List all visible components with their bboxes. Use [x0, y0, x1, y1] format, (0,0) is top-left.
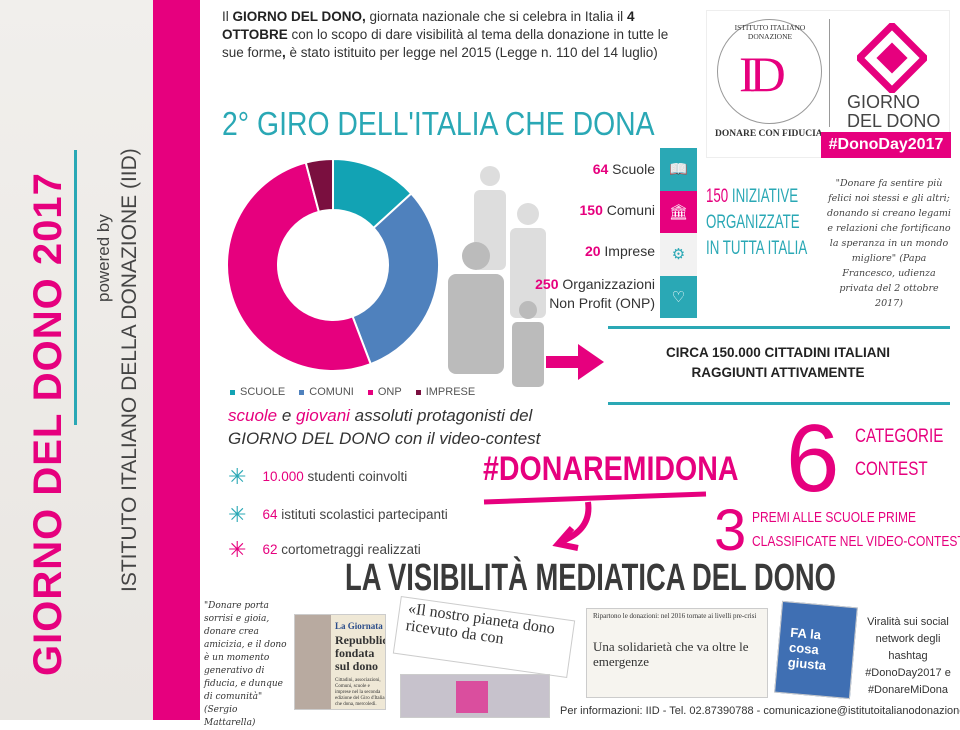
divider [608, 326, 950, 329]
quote-papa-francesco: "Donare fa sentire più felici noi stessi… [827, 178, 951, 309]
intro-text: Il GIORNO DEL DONO, giornata nazionale c… [222, 9, 669, 60]
stat-imprese: 20 Imprese [584, 243, 655, 259]
bullet-item: ✳ 64 istituti scolastici partecipanti [228, 502, 448, 527]
people-icon [448, 166, 546, 387]
footer-contact: Per informazioni: IID - Tel. 02.87390788… [560, 705, 960, 717]
chart-legend: SCUOLE COMUNI ONP IMPRESE [230, 386, 475, 399]
sidebar-title: GIORNO DEL DONO 2017 [26, 172, 70, 676]
giorno-del-dono-logo-icon [857, 23, 927, 93]
pink-band [153, 0, 200, 720]
divider [608, 402, 950, 405]
logo-ring-text: ISTITUTO ITALIANO DONAZIONE [734, 23, 806, 41]
logo-del-dono: DEL DONO [847, 111, 941, 131]
section-heading: 2° GIRO DELL'ITALIA CHE DONA [222, 105, 655, 142]
prizes-label: PREMI ALLE SCUOLE PRIME CLASSIFICATE NEL … [752, 509, 960, 550]
curved-arrow-icon [483, 491, 707, 551]
powered-by: powered by [94, 214, 113, 302]
tv-screenshot [400, 674, 550, 718]
iniziative-text: 150 INIZIATIVE ORGANIZZATE IN TUTTA ITALIA [706, 186, 808, 259]
divider [74, 150, 77, 425]
heart-icon: ♡ [660, 275, 697, 318]
legend-item: IMPRESE [415, 386, 475, 399]
donut-slice-imprese [304, 157, 334, 214]
stat-scuole: 64 Scuole [592, 161, 655, 177]
categories-label: CATEGORIE CONTEST [855, 426, 944, 480]
tv-screenshot: FA la cosa giusta [774, 600, 858, 700]
donut-slice-onp [226, 161, 372, 372]
asterisk-icon: ✳ [228, 537, 247, 562]
logo-giorno: GIORNO [847, 92, 921, 112]
town-hall-icon: 🏛 [660, 190, 697, 233]
legend-item: COMUNI [299, 386, 354, 399]
organization-name: ISTITUTO ITALIANO DELLA DONAZIONE (IID) [118, 148, 141, 592]
press-clipping: «Il nostro pianeta dono ricevuto da con [392, 596, 576, 678]
asterisk-icon: ✳ [228, 464, 247, 489]
bullet-item: ✳ 62 cortometraggi realizzati [228, 537, 421, 562]
donut-slice-comuni [351, 192, 440, 366]
book-icon: 📖 [660, 148, 697, 191]
contest-hashtag: #DONAREMIDONA [483, 450, 739, 488]
hashtag-banner: #DonoDay2017 [821, 132, 951, 158]
legend-item: ONP [367, 386, 402, 399]
logo-block: ISTITUTO ITALIANO DONAZIONE ID DONARE CO… [706, 10, 951, 158]
stat-comuni: 150 Comuni [579, 202, 656, 218]
citizens-reached: CIRCA 150.000 CITTADINI ITALIANI RAGGIUNT… [665, 345, 891, 380]
categories-count: 6 [786, 405, 840, 512]
protagonisti-text: scuole e giovani assoluti protagonisti d… [228, 406, 541, 448]
arrow-right-icon [546, 344, 604, 380]
stat-onp: 250 Organizzazioni Non Profit (ONP) [535, 276, 655, 311]
donut-chart [226, 157, 440, 372]
quote-mattarella: "Donare porta sorrisi e gioia, donare cr… [204, 601, 287, 728]
gears-icon: ⚙ [660, 233, 697, 276]
logo-tagline: DONARE CON FIDUCIA [715, 129, 823, 139]
legend-item: SCUOLE [230, 386, 285, 399]
press-clipping: La Giornata Repubblica fondata sul dono … [294, 614, 386, 710]
bullet-item: ✳ 10.000 studenti coinvolti [228, 464, 408, 489]
social-virality-text: Viralità sui social network degli hashta… [865, 616, 951, 696]
press-clipping: Ripartono le donazioni: nel 2016 tornate… [586, 608, 768, 698]
category-icons: 📖 🏛 ⚙ ♡ [660, 148, 697, 318]
iid-mark: ID [739, 46, 786, 102]
prizes-count: 3 [714, 498, 747, 563]
asterisk-icon: ✳ [228, 502, 247, 527]
visibility-heading: LA VISIBILITÀ MEDIATICA DEL DONO [345, 557, 836, 599]
